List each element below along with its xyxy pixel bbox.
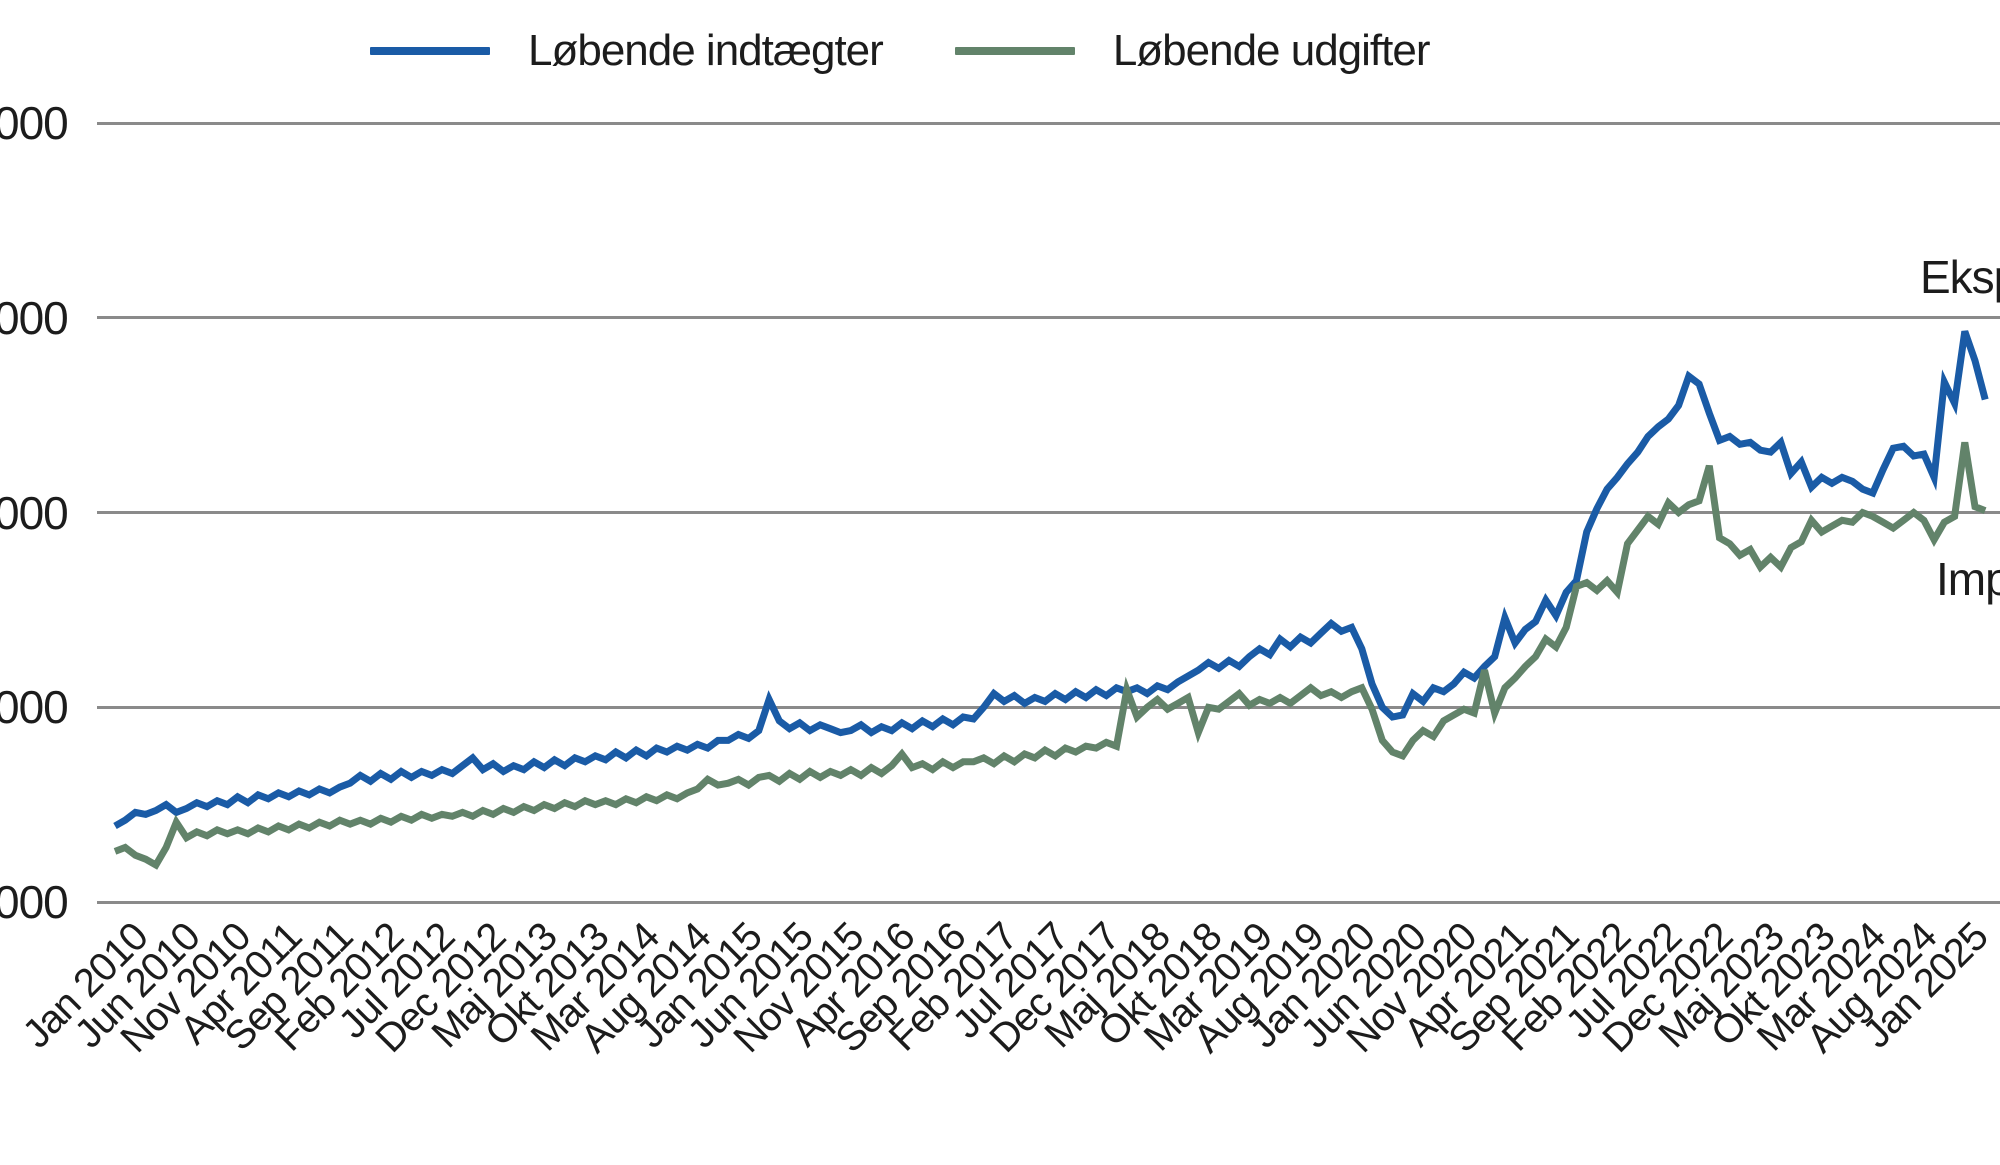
gridline [97, 705, 2000, 709]
gridline [97, 900, 2000, 904]
y-tick-label: 000 [0, 97, 69, 149]
legend-label-indtaegter: Løbende indtægter [528, 26, 884, 75]
legend-line-swatch-green [954, 47, 1075, 55]
legend-item-indtaegter: Løbende indtægter [370, 26, 884, 76]
annotation-import: Imp [1936, 553, 2000, 605]
gridline [97, 511, 2000, 514]
annotation-eksport: Eksp [1920, 251, 2000, 303]
legend-item-udgifter: Løbende udgifter [954, 26, 1431, 76]
series-line-loebende-indtaegter [113, 330, 1989, 830]
y-tick-label: 000 [0, 681, 69, 734]
gridline [97, 121, 2000, 125]
y-tick-label: 000 [0, 876, 69, 928]
legend-label-udgifter: Løbende udgifter [1112, 26, 1431, 75]
y-tick-label: 000 [0, 486, 69, 539]
series-line-loebende-udgifter [113, 441, 1987, 870]
y-tick-label: 000 [0, 291, 69, 344]
gridline [97, 316, 2000, 320]
legend-line-swatch-blue [370, 47, 490, 55]
legend: Løbende indtægter Løbende udgifter [370, 26, 1430, 76]
